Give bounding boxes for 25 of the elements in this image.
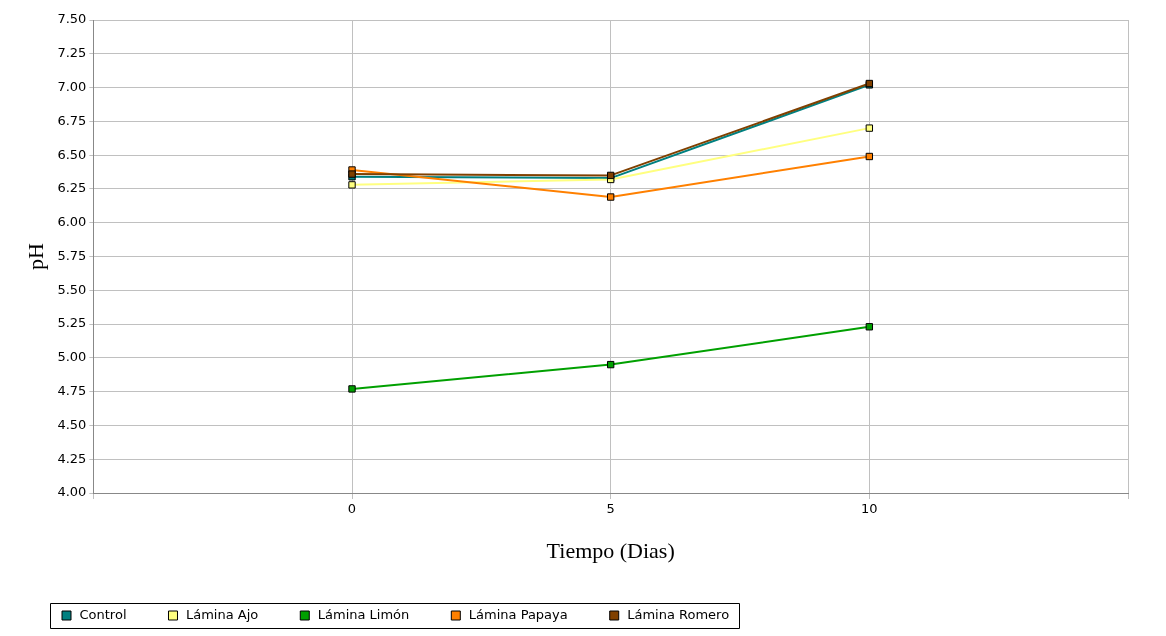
y-tick-label: 6.75 — [57, 112, 87, 128]
x-tick-label: 0 — [347, 501, 357, 517]
x-axis-title: Tiempo (Dias) — [546, 537, 675, 563]
y-tick-label: 5.25 — [57, 315, 87, 331]
legend-label: Lámina Romero — [627, 606, 730, 622]
y-tick-label: 5.00 — [57, 349, 87, 365]
x-tick-label: 5 — [606, 501, 615, 517]
y-tick-label: 6.00 — [57, 214, 87, 230]
x-tick-label: 10 — [861, 501, 878, 517]
legend-label: Lámina Ajo — [185, 606, 259, 622]
y-tick-label: 6.50 — [57, 146, 87, 162]
y-tick-label: 4.25 — [57, 450, 87, 466]
y-axis-title: pH — [22, 242, 48, 270]
y-tick-label: 6.25 — [57, 180, 87, 196]
y-tick-label: 5.75 — [57, 247, 87, 263]
y-tick-label: 7.50 — [57, 11, 87, 27]
y-tick-label: 5.50 — [57, 281, 87, 297]
y-tick-label: 4.50 — [57, 416, 87, 432]
legend-label: Lámina Limón — [317, 606, 410, 622]
legend-label: Lámina Papaya — [468, 606, 568, 622]
y-tick-label: 4.75 — [57, 383, 87, 399]
legend-label: Control — [79, 606, 127, 622]
y-tick-label: 4.00 — [57, 484, 87, 500]
y-tick-label: 7.25 — [57, 45, 87, 61]
y-tick-label: 7.00 — [57, 78, 87, 94]
